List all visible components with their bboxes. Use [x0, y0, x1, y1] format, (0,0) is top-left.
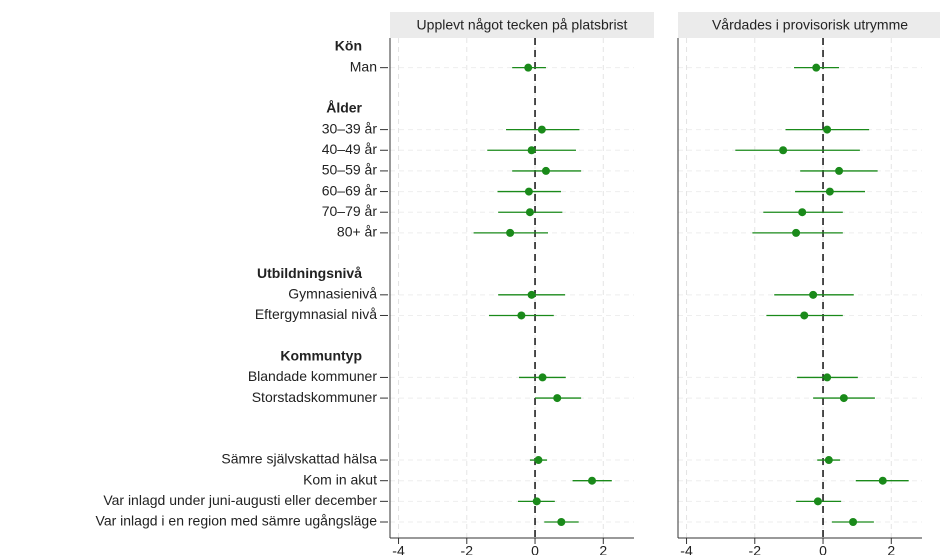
- row-label: 80+ år: [337, 224, 377, 240]
- row-label: Sämre självskattad hälsa: [221, 451, 377, 467]
- row-label: 40–49 år: [322, 141, 378, 157]
- point-estimate: [800, 311, 809, 320]
- point-estimate: [541, 166, 550, 175]
- point-estimate: [527, 290, 536, 299]
- row-label: Var inlagd under juni-augusti eller dece…: [103, 492, 377, 508]
- point-estimate: [527, 146, 536, 155]
- point-estimate: [849, 518, 858, 526]
- row-label: Storstadskommuner: [252, 389, 378, 405]
- panel-title: Vårdades i provisorisk utrymme: [712, 17, 908, 33]
- point-estimate: [517, 311, 526, 320]
- point-estimate: [823, 373, 832, 382]
- group-header: Ålder: [326, 100, 362, 116]
- x-tick-label: 2: [887, 543, 895, 555]
- group-header: Kommuntyp: [280, 347, 362, 363]
- panel-strip: [390, 12, 654, 38]
- group-header: Utbildningsnivå: [257, 265, 362, 281]
- point-estimate: [534, 456, 543, 465]
- point-estimate: [825, 187, 834, 196]
- row-label: Eftergymnasial nivå: [255, 306, 377, 322]
- group-header: Kön: [335, 38, 362, 54]
- panel-strip: [678, 12, 940, 38]
- point-estimate: [524, 63, 533, 72]
- row-label: Kom in akut: [303, 471, 377, 487]
- point-estimate: [538, 373, 547, 382]
- point-estimate: [798, 208, 807, 217]
- point-estimate: [813, 497, 822, 506]
- point-estimate: [792, 228, 801, 237]
- point-estimate: [839, 394, 848, 403]
- row-label: Var inlagd i en region med sämre ugångsl…: [96, 513, 378, 529]
- x-tick-label: 0: [531, 543, 539, 555]
- point-estimate: [557, 518, 566, 526]
- row-label: 70–79 år: [322, 203, 378, 219]
- point-estimate: [779, 146, 788, 155]
- x-tick-label: -4: [680, 543, 693, 555]
- point-estimate: [835, 166, 844, 175]
- point-estimate: [824, 456, 833, 465]
- panel-title: Upplevt något tecken på platsbrist: [417, 17, 628, 33]
- point-estimate: [809, 290, 818, 299]
- x-tick-label: -2: [461, 543, 474, 555]
- point-estimate: [506, 228, 515, 237]
- x-tick-label: 2: [599, 543, 607, 555]
- point-estimate: [524, 187, 533, 196]
- x-tick-label: 0: [819, 543, 827, 555]
- point-estimate: [525, 208, 534, 217]
- point-estimate: [823, 125, 832, 134]
- point-estimate: [812, 63, 821, 72]
- x-tick-label: -4: [392, 543, 405, 555]
- point-estimate: [532, 497, 541, 506]
- row-label: Blandade kommuner: [248, 368, 378, 384]
- point-estimate: [537, 125, 546, 134]
- row-label: Man: [350, 58, 377, 74]
- point-estimate: [553, 394, 562, 403]
- point-estimate: [878, 476, 887, 485]
- row-label: Gymnasienivå: [288, 286, 377, 302]
- row-label: 60–69 år: [322, 182, 378, 198]
- row-label: 50–59 år: [322, 162, 378, 178]
- row-label: 30–39 år: [322, 120, 378, 136]
- point-estimate: [588, 476, 597, 485]
- x-tick-label: -2: [749, 543, 762, 555]
